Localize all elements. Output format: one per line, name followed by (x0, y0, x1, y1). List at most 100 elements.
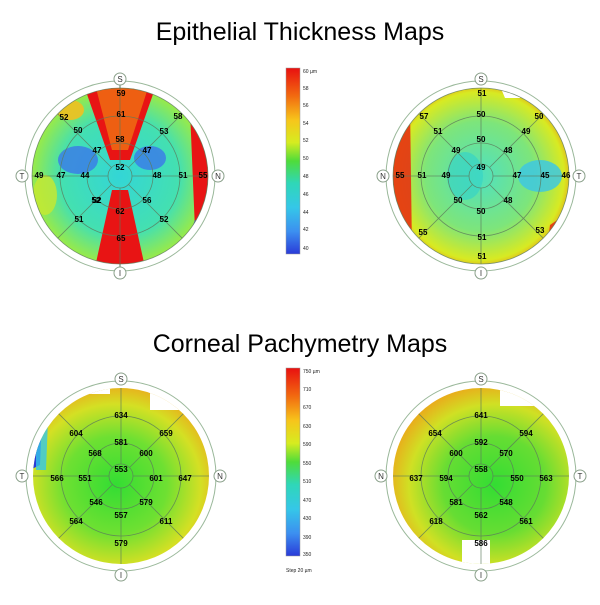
epi-right-value: 57 (420, 112, 429, 121)
pachy-left-value: 601 (149, 474, 163, 483)
pachy-left-map: S I T N 553 581 600 601 579 557 546 551 … (15, 372, 227, 582)
epi-right-inferior-label: I (480, 269, 482, 278)
epi-left-value: 49 (35, 171, 44, 180)
pachy-right-value: 594 (439, 474, 453, 483)
pachy-scale-tick: 470 (303, 498, 312, 504)
epi-right-value: 45 (541, 171, 550, 180)
epi-left-value: 47 (143, 146, 152, 155)
pachy-right-value: 594 (519, 429, 533, 438)
epi-left-value: 47 (57, 171, 66, 180)
epi-scale-tick: 52 (303, 138, 309, 144)
epi-scale-tick: 48 (303, 174, 309, 180)
pachy-right-grid (393, 388, 569, 564)
epi-left-value: 52 (92, 196, 101, 205)
epi-left-value: 48 (153, 171, 162, 180)
pachymetry-title: Corneal Pachymetry Maps (152, 330, 448, 358)
pachy-left-value: 566 (50, 474, 64, 483)
epi-right-value: 46 (562, 171, 571, 180)
pachy-right-value: 581 (449, 498, 463, 507)
epi-scale-tick: 42 (303, 227, 309, 233)
pachy-left-value: 568 (88, 449, 102, 458)
epi-right-value: 48 (504, 146, 513, 155)
pachy-scale-tick: 390 (303, 535, 312, 541)
pachy-scale-step: Step 20 µm (286, 568, 312, 574)
pachy-right-inferior-label: I (480, 571, 482, 580)
epi-left-inferior-marker (113, 266, 127, 280)
pachy-left-value: 647 (178, 474, 192, 483)
pachy-right-superior-label: S (478, 375, 483, 384)
epi-right-value: 49 (452, 146, 461, 155)
pachy-scale-unit: 750 µm (303, 369, 320, 375)
epi-left-value: 51 (179, 171, 188, 180)
pachy-right-value: 562 (474, 511, 488, 520)
pachy-right-value: 586 (474, 539, 488, 548)
epi-right-center-value: 49 (477, 163, 486, 172)
epi-left-value: 51 (75, 215, 84, 224)
pachy-scale-tick: 590 (303, 442, 312, 448)
epithelial-color-scale: 60 µm 58 56 54 52 50 48 46 44 42 40 (285, 67, 317, 255)
epi-right-superior-marker (474, 72, 488, 86)
pachy-right-value: 654 (428, 429, 442, 438)
pachy-left-value: 551 (78, 474, 92, 483)
epi-left-right-label: N (215, 172, 221, 181)
epi-left-value: 50 (74, 126, 83, 135)
pachy-right-right-label: T (578, 472, 583, 481)
pachy-left-right-label: N (217, 472, 223, 481)
epi-scale-tick: 44 (303, 210, 309, 216)
pachy-left-inferior-marker (114, 568, 128, 582)
epi-right-value: 55 (419, 228, 428, 237)
pachy-right-center-value: 558 (474, 465, 488, 474)
pachy-scale-tick: 510 (303, 479, 312, 485)
epi-right-left-marker (376, 169, 390, 183)
pachy-left-value: 604 (69, 429, 83, 438)
epi-right-left-label: N (380, 172, 386, 181)
pachy-right-value: 618 (429, 517, 443, 526)
epi-left-value: 52 (160, 215, 169, 224)
epi-left-superior-marker (113, 72, 127, 86)
epi-right-right-marker (572, 169, 586, 183)
pachymetry-color-scale: 750 µm 710 670 630 590 550 510 470 430 3… (285, 367, 320, 574)
pachy-left-value: 600 (139, 449, 153, 458)
pachy-left-value: 611 (160, 517, 173, 526)
epi-right-value: 50 (535, 112, 544, 121)
epi-left-value: 44 (81, 171, 90, 180)
pachy-right-superior-marker (474, 372, 488, 386)
epi-left-center-value: 52 (116, 163, 125, 172)
pachy-scale-tick: 670 (303, 405, 312, 411)
epi-right-superior-label: S (478, 75, 483, 84)
epi-left-left-marker (15, 169, 29, 183)
epi-right-value: 50 (477, 110, 486, 119)
pachy-scale-tick: 350 (303, 552, 312, 558)
pachy-right-left-marker (374, 469, 388, 483)
pachy-left-value: 659 (159, 429, 173, 438)
pachy-left-value: 579 (139, 498, 153, 507)
epi-left-value: 65 (117, 234, 126, 243)
epi-right-map: S I N T 49 50 48 47 48 50 50 49 49 49 50… (376, 72, 586, 280)
epi-left-inferior-label: I (119, 269, 121, 278)
pachy-left-value: 579 (114, 539, 128, 548)
epi-scale-tick: 56 (303, 103, 309, 109)
pachy-right-value: 563 (539, 474, 553, 483)
pachy-right-value: 550 (510, 474, 524, 483)
epi-right-value: 51 (478, 252, 487, 261)
epi-left-value: 58 (174, 112, 183, 121)
epi-left-value: 47 (93, 146, 102, 155)
epi-left-right-marker (211, 169, 225, 183)
epi-left-value: 55 (199, 171, 208, 180)
epi-scale-tick: 46 (303, 192, 309, 198)
epi-right-value: 51 (478, 233, 487, 242)
epi-right-value: 55 (396, 171, 405, 180)
pachy-left-left-marker (15, 469, 29, 483)
pachy-right-value: 570 (499, 449, 513, 458)
pachy-scale-tick: 550 (303, 461, 312, 467)
epi-left-value: 53 (160, 127, 169, 136)
epi-scale-tick: 54 (303, 121, 309, 127)
epi-left-value: 52 (93, 196, 102, 205)
epi-left-value: 59 (117, 89, 126, 98)
epi-left-superior-label: S (117, 75, 122, 84)
epithelial-title: Epithelial Thickness Maps (155, 18, 445, 46)
pachy-left-superior-marker (114, 372, 128, 386)
pachy-left-value: 557 (114, 511, 128, 520)
epi-right-value: 51 (418, 171, 427, 180)
